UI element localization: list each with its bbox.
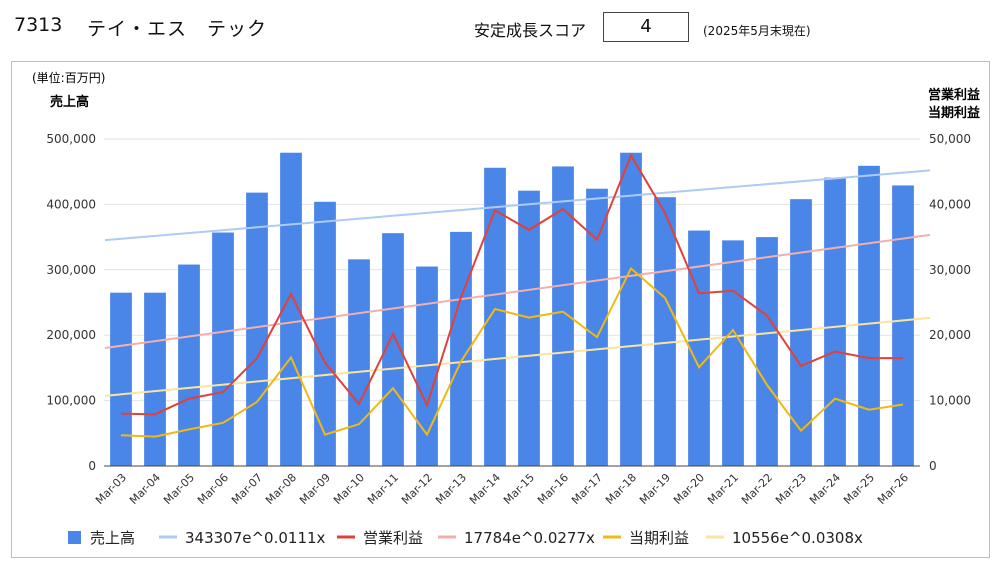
y-tick-right: 10,000 [929,394,971,408]
bar [382,233,404,466]
y-tick-left: 500,000 [46,132,96,146]
legend-swatch [68,531,81,544]
x-tick-label: Mar-08 [263,471,299,507]
x-tick-label: Mar-26 [875,471,911,507]
bar [586,188,608,467]
bar [212,232,234,466]
bar [688,230,710,466]
trendline-3 [104,316,931,397]
y-axis-right-label-line2: 当期利益 [928,105,980,121]
x-tick-label: Mar-05 [161,471,197,507]
x-tick-label: Mar-22 [739,471,775,507]
x-tick-label: Mar-09 [297,471,333,507]
y-tick-left: 400,000 [46,197,96,211]
bar [654,197,676,466]
bar [620,152,642,466]
x-tick-label: Mar-25 [841,471,877,507]
bar [756,237,778,466]
score-label: 安定成長スコア [474,21,587,40]
y-axis-right-label-line1: 営業利益 [928,87,980,103]
bar [552,166,574,466]
bar [892,185,914,466]
y-tick-right: 0 [929,459,937,473]
x-tick-label: Mar-20 [671,471,707,507]
y-tick-right: 30,000 [929,263,971,277]
x-tick-label: Mar-14 [467,471,503,507]
legend-label: 営業利益 [363,529,423,547]
x-tick-label: Mar-24 [807,471,843,507]
x-tick-label: Mar-10 [331,471,367,507]
company-name: テイ・エス テック [87,18,268,40]
x-tick-label: Mar-15 [501,471,537,507]
bar [858,165,880,466]
legend-label: 売上高 [90,529,135,547]
bar [484,167,506,466]
y-tick-left: 0 [88,459,96,473]
y-tick-left: 100,000 [46,394,96,408]
bar [722,240,744,466]
y-axis-left-label: 売上高 [50,94,89,110]
x-tick-label: Mar-16 [535,471,571,507]
legend-label: 17784e^0.0277x [464,529,595,547]
chart-frame [11,61,990,558]
legend-label: 10556e^0.0308x [732,529,863,547]
x-tick-label: Mar-18 [603,471,639,507]
y-tick-left: 300,000 [46,263,96,277]
trendline-2 [104,233,931,349]
y-tick-right: 40,000 [929,197,971,211]
bar [824,177,846,466]
x-tick-label: Mar-03 [93,471,129,507]
score-value-box: 4 [603,12,689,42]
bar [348,259,370,466]
bar [110,292,132,466]
x-tick-label: Mar-11 [365,471,401,507]
x-tick-label: Mar-07 [229,471,265,507]
bar [790,199,812,466]
legend-label: 343307e^0.0111x [185,529,326,547]
legend-label: 当期利益 [629,529,689,547]
line-series-2 [120,266,904,438]
bar [246,192,268,467]
x-tick-label: Mar-21 [705,471,741,507]
y-tick-right: 20,000 [929,328,971,342]
x-tick-label: Mar-17 [569,471,605,507]
score-date: (2025年5月末現在) [703,24,811,38]
x-tick-label: Mar-23 [773,471,809,507]
line-series-1 [120,153,903,416]
bar [518,190,540,466]
bar [178,264,200,466]
x-tick-label: Mar-12 [399,471,435,507]
stock-code: 7313 [14,14,63,36]
x-tick-label: Mar-06 [195,471,231,507]
bar [144,292,166,466]
bar [280,152,302,466]
trendline-1 [104,169,931,242]
bar [314,201,336,466]
x-tick-label: Mar-19 [637,471,673,507]
y-tick-right: 50,000 [929,132,971,146]
unit-label: (単位:百万円) [32,70,105,85]
bar [450,231,472,466]
y-tick-left: 200,000 [46,328,96,342]
x-tick-label: Mar-04 [127,471,163,507]
x-tick-label: Mar-13 [433,471,469,507]
